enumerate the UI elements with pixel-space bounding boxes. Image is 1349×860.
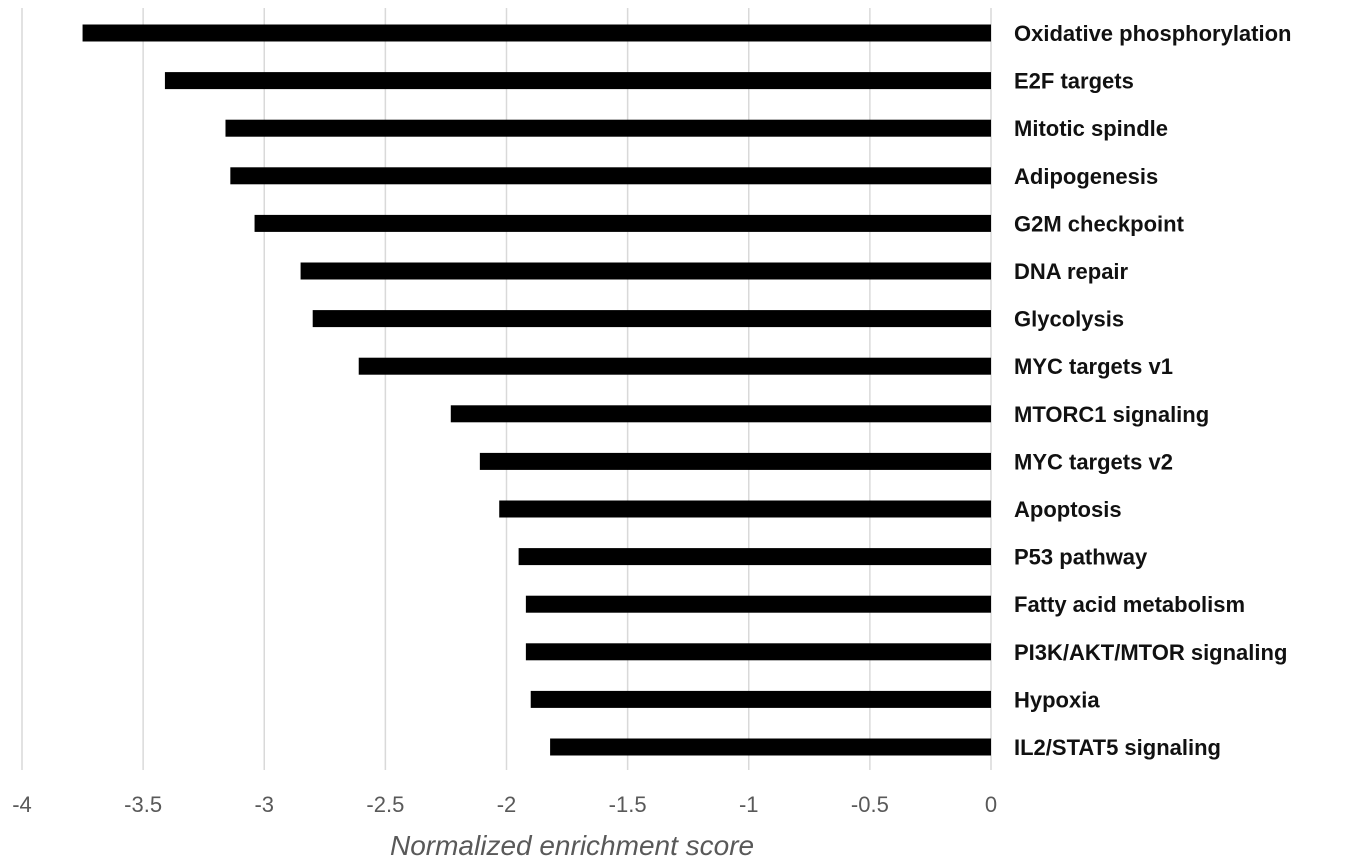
category-label: PI3K/AKT/MTOR signaling <box>1014 640 1287 665</box>
category-label: IL2/STAT5 signaling <box>1014 735 1221 760</box>
bar <box>525 643 991 661</box>
bar <box>518 548 991 566</box>
x-tick-label: -3 <box>254 792 274 817</box>
x-tick-label: -1.5 <box>609 792 647 817</box>
bar <box>300 262 991 280</box>
bar <box>230 167 991 185</box>
category-labels: Oxidative phosphorylation E2F targets Mito… <box>1014 21 1291 760</box>
category-label: MYC targets v2 <box>1014 449 1173 474</box>
bar <box>164 72 992 90</box>
bar <box>450 405 992 423</box>
bar <box>499 500 991 518</box>
x-tick-label: -4 <box>12 792 32 817</box>
bar <box>479 452 991 470</box>
x-tick-label: 0 <box>985 792 997 817</box>
category-label: G2M checkpoint <box>1014 211 1185 236</box>
category-label: E2F targets <box>1014 69 1134 94</box>
category-label: MYC targets v1 <box>1014 354 1173 379</box>
category-label: DNA repair <box>1014 259 1129 284</box>
bar <box>550 738 991 756</box>
bar <box>225 119 992 137</box>
bar <box>254 214 991 232</box>
category-label: Glycolysis <box>1014 307 1124 332</box>
x-tick-label: -2 <box>497 792 517 817</box>
category-label: P53 pathway <box>1014 545 1148 570</box>
bar <box>358 357 991 375</box>
category-label: Hypoxia <box>1014 687 1100 712</box>
x-tick-label: -2.5 <box>366 792 404 817</box>
bars <box>82 24 992 756</box>
category-label: Apoptosis <box>1014 497 1122 522</box>
category-label: Adipogenesis <box>1014 164 1158 189</box>
bar <box>82 24 991 42</box>
bar <box>525 595 991 613</box>
bar <box>530 690 991 708</box>
x-tick-label: -3.5 <box>124 792 162 817</box>
x-tick-label: -1 <box>739 792 759 817</box>
bar <box>312 310 991 328</box>
category-label: Oxidative phosphorylation <box>1014 21 1291 46</box>
category-label: MTORC1 signaling <box>1014 402 1209 427</box>
x-tick-label: -0.5 <box>851 792 889 817</box>
category-label: Mitotic spindle <box>1014 116 1168 141</box>
x-tick-labels: -4 -3.5 -3 -2.5 -2 -1.5 -1 -0.5 0 <box>12 792 997 817</box>
x-axis-title: Normalized enrichment score <box>390 830 754 860</box>
category-label: Fatty acid metabolism <box>1014 592 1245 617</box>
